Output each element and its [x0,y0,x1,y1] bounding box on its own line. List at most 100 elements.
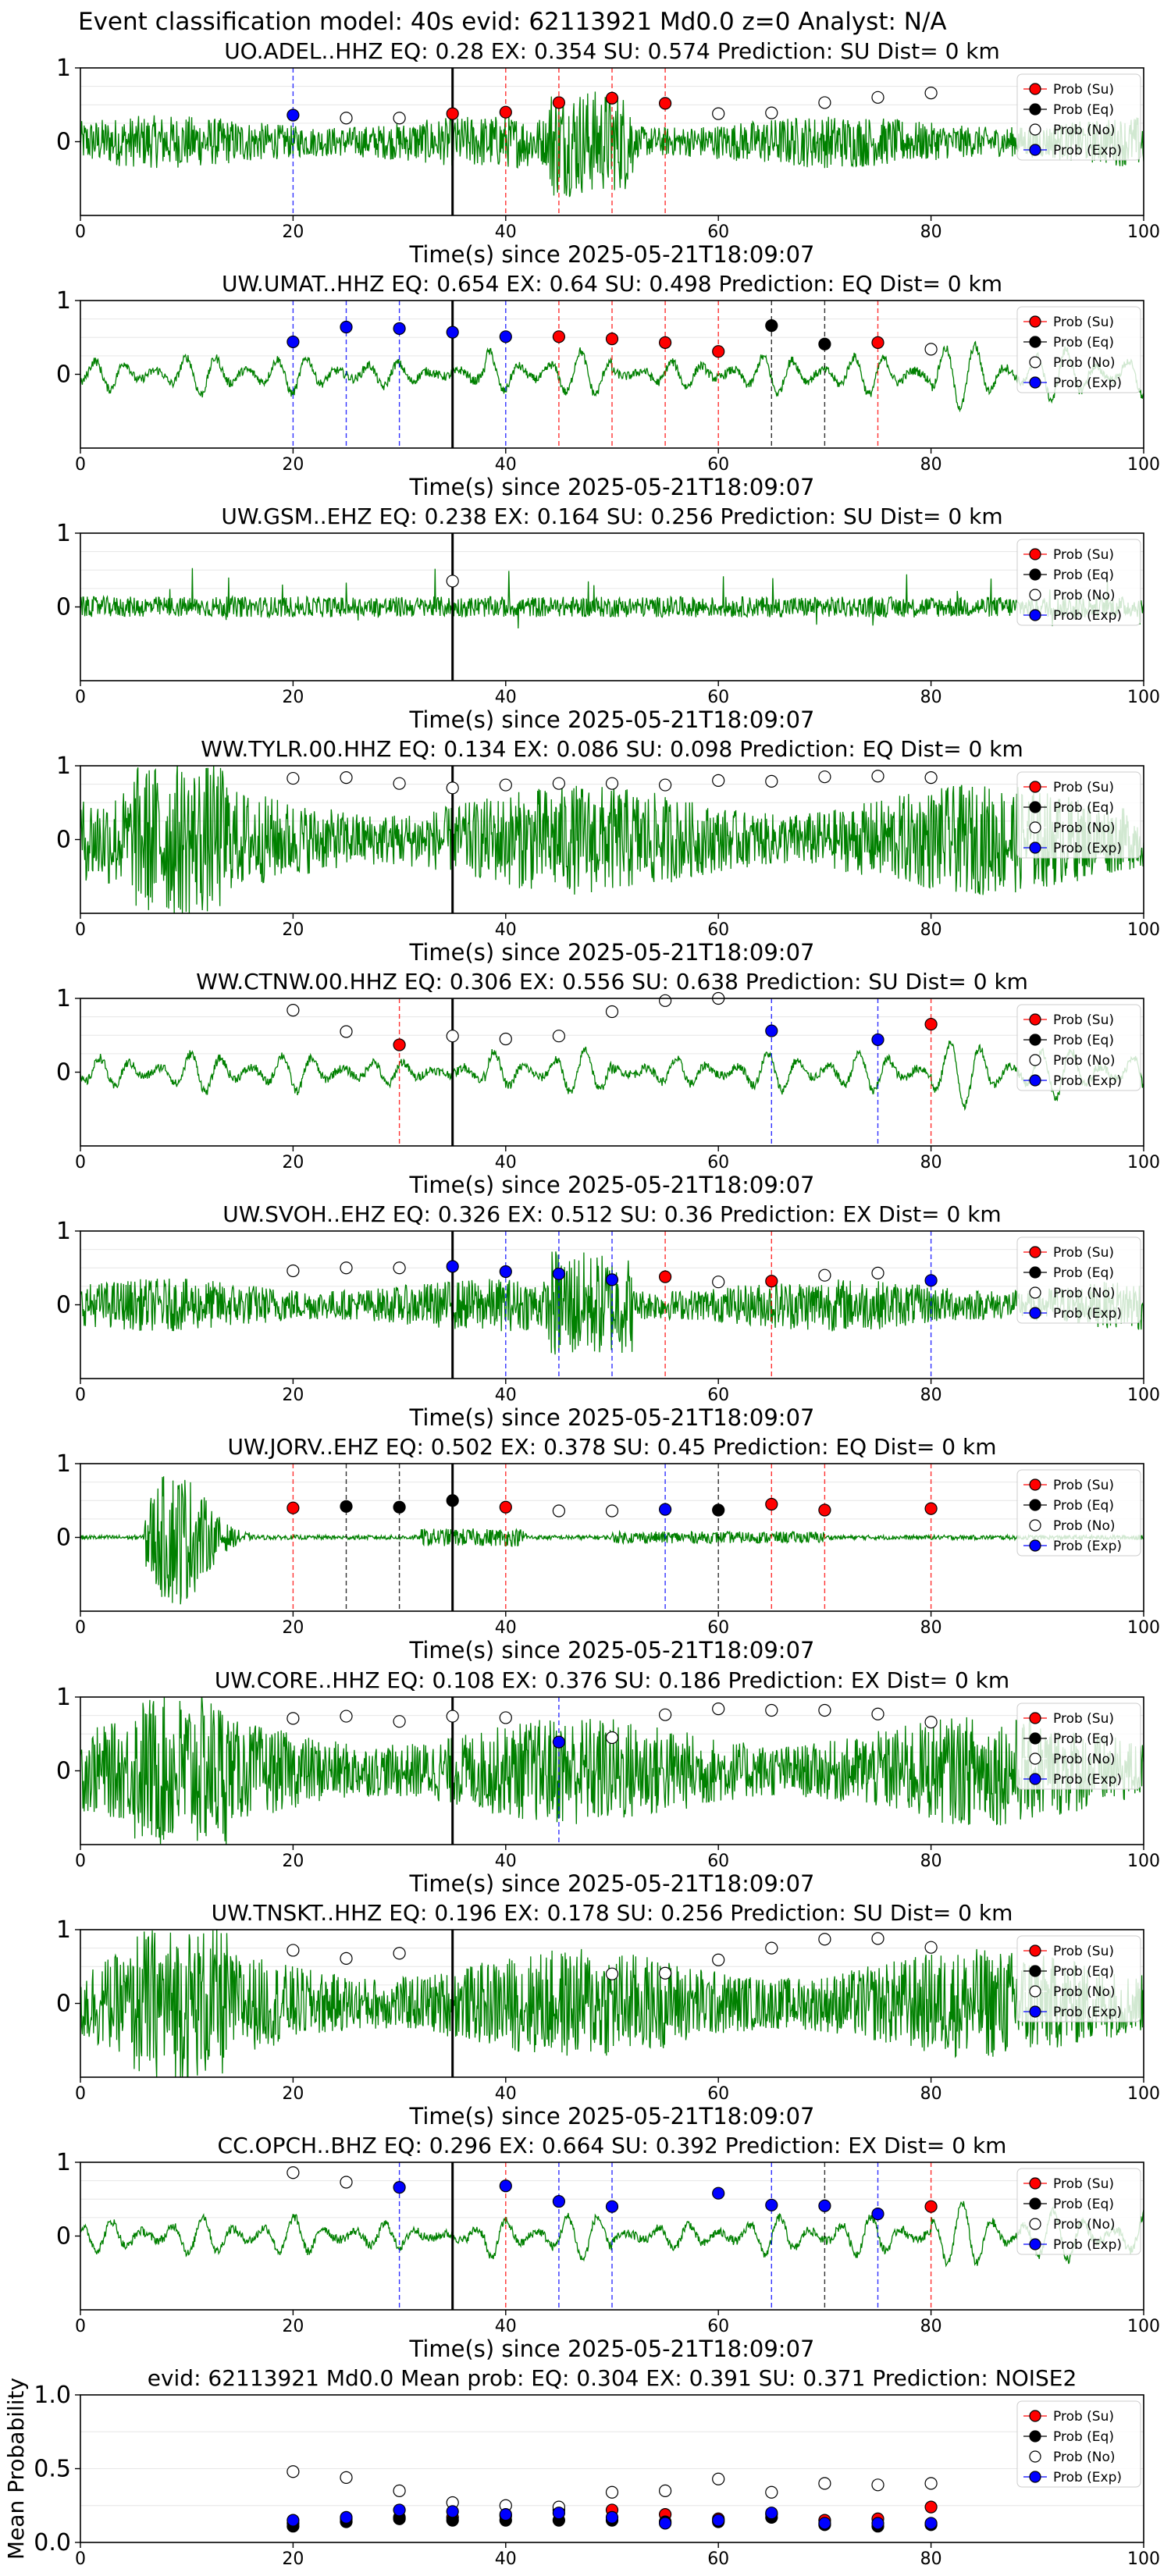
legend-label: Prob (Su) [1053,780,1114,795]
prob-point-exp [871,1033,884,1047]
legend-label: Prob (No) [1053,1752,1116,1767]
prob-point-exp [712,2186,725,2200]
prob-point-no [552,1030,566,1043]
y-tick-label: 1 [56,1218,71,1245]
prob-point-exp [818,2199,831,2212]
prob-point-su [924,1017,938,1031]
mean-prob-point [340,2510,353,2524]
legend-marker [1029,1266,1041,1279]
legend-label: Prob (Su) [1053,547,1114,563]
prob-point-no [712,1276,725,1289]
legend-label: Prob (Eq) [1053,2429,1114,2445]
panel-9: CC.OPCH..BHZ EQ: 0.296 EX: 0.664 SU: 0.3… [56,2133,1160,2362]
panel-7: UW.CORE..HHZ EQ: 0.108 EX: 0.376 SU: 0.1… [56,1667,1160,1897]
x-tick-label: 40 [495,222,517,242]
panel-1: UW.UMAT..HHZ EQ: 0.654 EX: 0.64 SU: 0.49… [56,271,1160,500]
x-tick-label: 60 [707,1386,729,1405]
y-tick-label: 0 [56,129,71,156]
x-tick-label: 20 [282,1618,304,1638]
legend-label: Prob (No) [1053,355,1116,371]
prob-point-no [446,781,459,795]
legend-marker [1029,1773,1041,1785]
legend: Prob (Su) Prob (Eq) Prob (No) Prob (Exp) [1016,2400,1141,2488]
panel-2: UW.GSM..EHZ EQ: 0.238 EX: 0.164 SU: 0.25… [56,503,1160,733]
mean-prob-point [499,2507,512,2521]
y-tick-label: 1 [56,520,71,547]
legend-label: Prob (Su) [1053,1245,1114,1261]
prob-point-no [340,1710,353,1723]
x-tick-label: 0 [75,1852,86,1871]
prob-point-no [605,777,619,790]
waveform-trace [80,1697,1144,1845]
legend-box [1016,306,1141,393]
x-tick-label: 40 [495,455,517,475]
prob-point-no [924,771,938,785]
prob-point-exp [658,1503,672,1516]
prob-point-no [552,777,566,790]
prob-point-no [340,771,353,785]
panel-title: UO.ADEL..HHZ EQ: 0.28 EX: 0.354 SU: 0.57… [224,38,1000,64]
legend-label: Prob (Eq) [1053,1033,1114,1048]
prob-point-su [552,330,566,343]
x-tick-label: 40 [495,1852,517,1871]
y-tick-label: 1 [56,753,71,780]
prob-point-no [446,1030,459,1043]
x-tick-label: 40 [495,688,517,707]
prob-point-no [924,1716,938,1729]
legend-label: Prob (Exp) [1053,841,1122,856]
prob-point-su [499,105,512,119]
legend-marker [1029,2177,1041,2190]
prob-point-exp [446,326,459,339]
legend-box [1016,2168,1141,2255]
legend-label: Prob (No) [1053,1286,1116,1301]
prob-point-no [924,87,938,100]
legend-marker [1029,144,1041,156]
mean-prob-point [765,2485,778,2499]
prob-point-no [552,1504,566,1517]
waveform-trace [80,1041,1144,1112]
prob-point-no [499,778,512,792]
legend-label: Prob (Eq) [1053,800,1114,816]
legend: Prob (Su) Prob (Eq) Prob (No) Prob (Exp) [1016,771,1141,859]
x-tick-label: 20 [282,1153,304,1172]
legend-label: Prob (No) [1053,1984,1116,2000]
legend-box [1016,1935,1141,2023]
y-tick-label: 0 [56,1292,71,1319]
mean-prob-point [393,2484,406,2497]
prob-point-no [287,1944,300,1957]
x-tick-label: 20 [282,2549,304,2569]
panel-title: UW.UMAT..HHZ EQ: 0.654 EX: 0.64 SU: 0.49… [222,271,1002,297]
prob-point-no [287,1264,300,1278]
x-tick-label: 60 [707,688,729,707]
legend: Prob (Su) Prob (Eq) Prob (No) Prob (Exp) [1016,1935,1141,2023]
legend-marker [1029,1519,1041,1532]
x-tick-label: 100 [1127,1386,1160,1405]
legend-label: Prob (Exp) [1053,375,1122,391]
legend-label: Prob (Eq) [1053,568,1114,583]
y-tick-label: 1 [56,1450,71,1478]
x-tick-label: 20 [282,1852,304,1871]
prob-point-su [552,96,566,109]
x-tick-label: 60 [707,455,729,475]
legend-label: Prob (Eq) [1053,1731,1114,1747]
y-tick-label: 0 [56,827,71,854]
legend-marker [1029,123,1041,136]
panel-5: UW.SVOH..EHZ EQ: 0.326 EX: 0.512 SU: 0.3… [56,1201,1160,1431]
prob-point-no [658,994,672,1007]
prob-point-no [287,2166,300,2179]
legend-marker [1029,1944,1041,1957]
prob-point-no [924,343,938,356]
prob-point-no [765,1703,778,1717]
x-tick-label: 60 [707,2549,729,2569]
x-tick-label: 80 [920,1386,942,1405]
legend-label: Prob (Exp) [1053,1772,1122,1788]
prob-point-exp [871,2208,884,2221]
prob-point-no [340,1025,353,1038]
legend: Prob (Su) Prob (Eq) Prob (No) Prob (Exp) [1016,73,1141,161]
legend-label: Prob (Su) [1053,2176,1114,2192]
x-tick-label: 60 [707,920,729,940]
x-tick-label: 80 [920,1852,942,1871]
mean-prob-point [340,2471,353,2484]
legend-marker [1029,2238,1041,2250]
